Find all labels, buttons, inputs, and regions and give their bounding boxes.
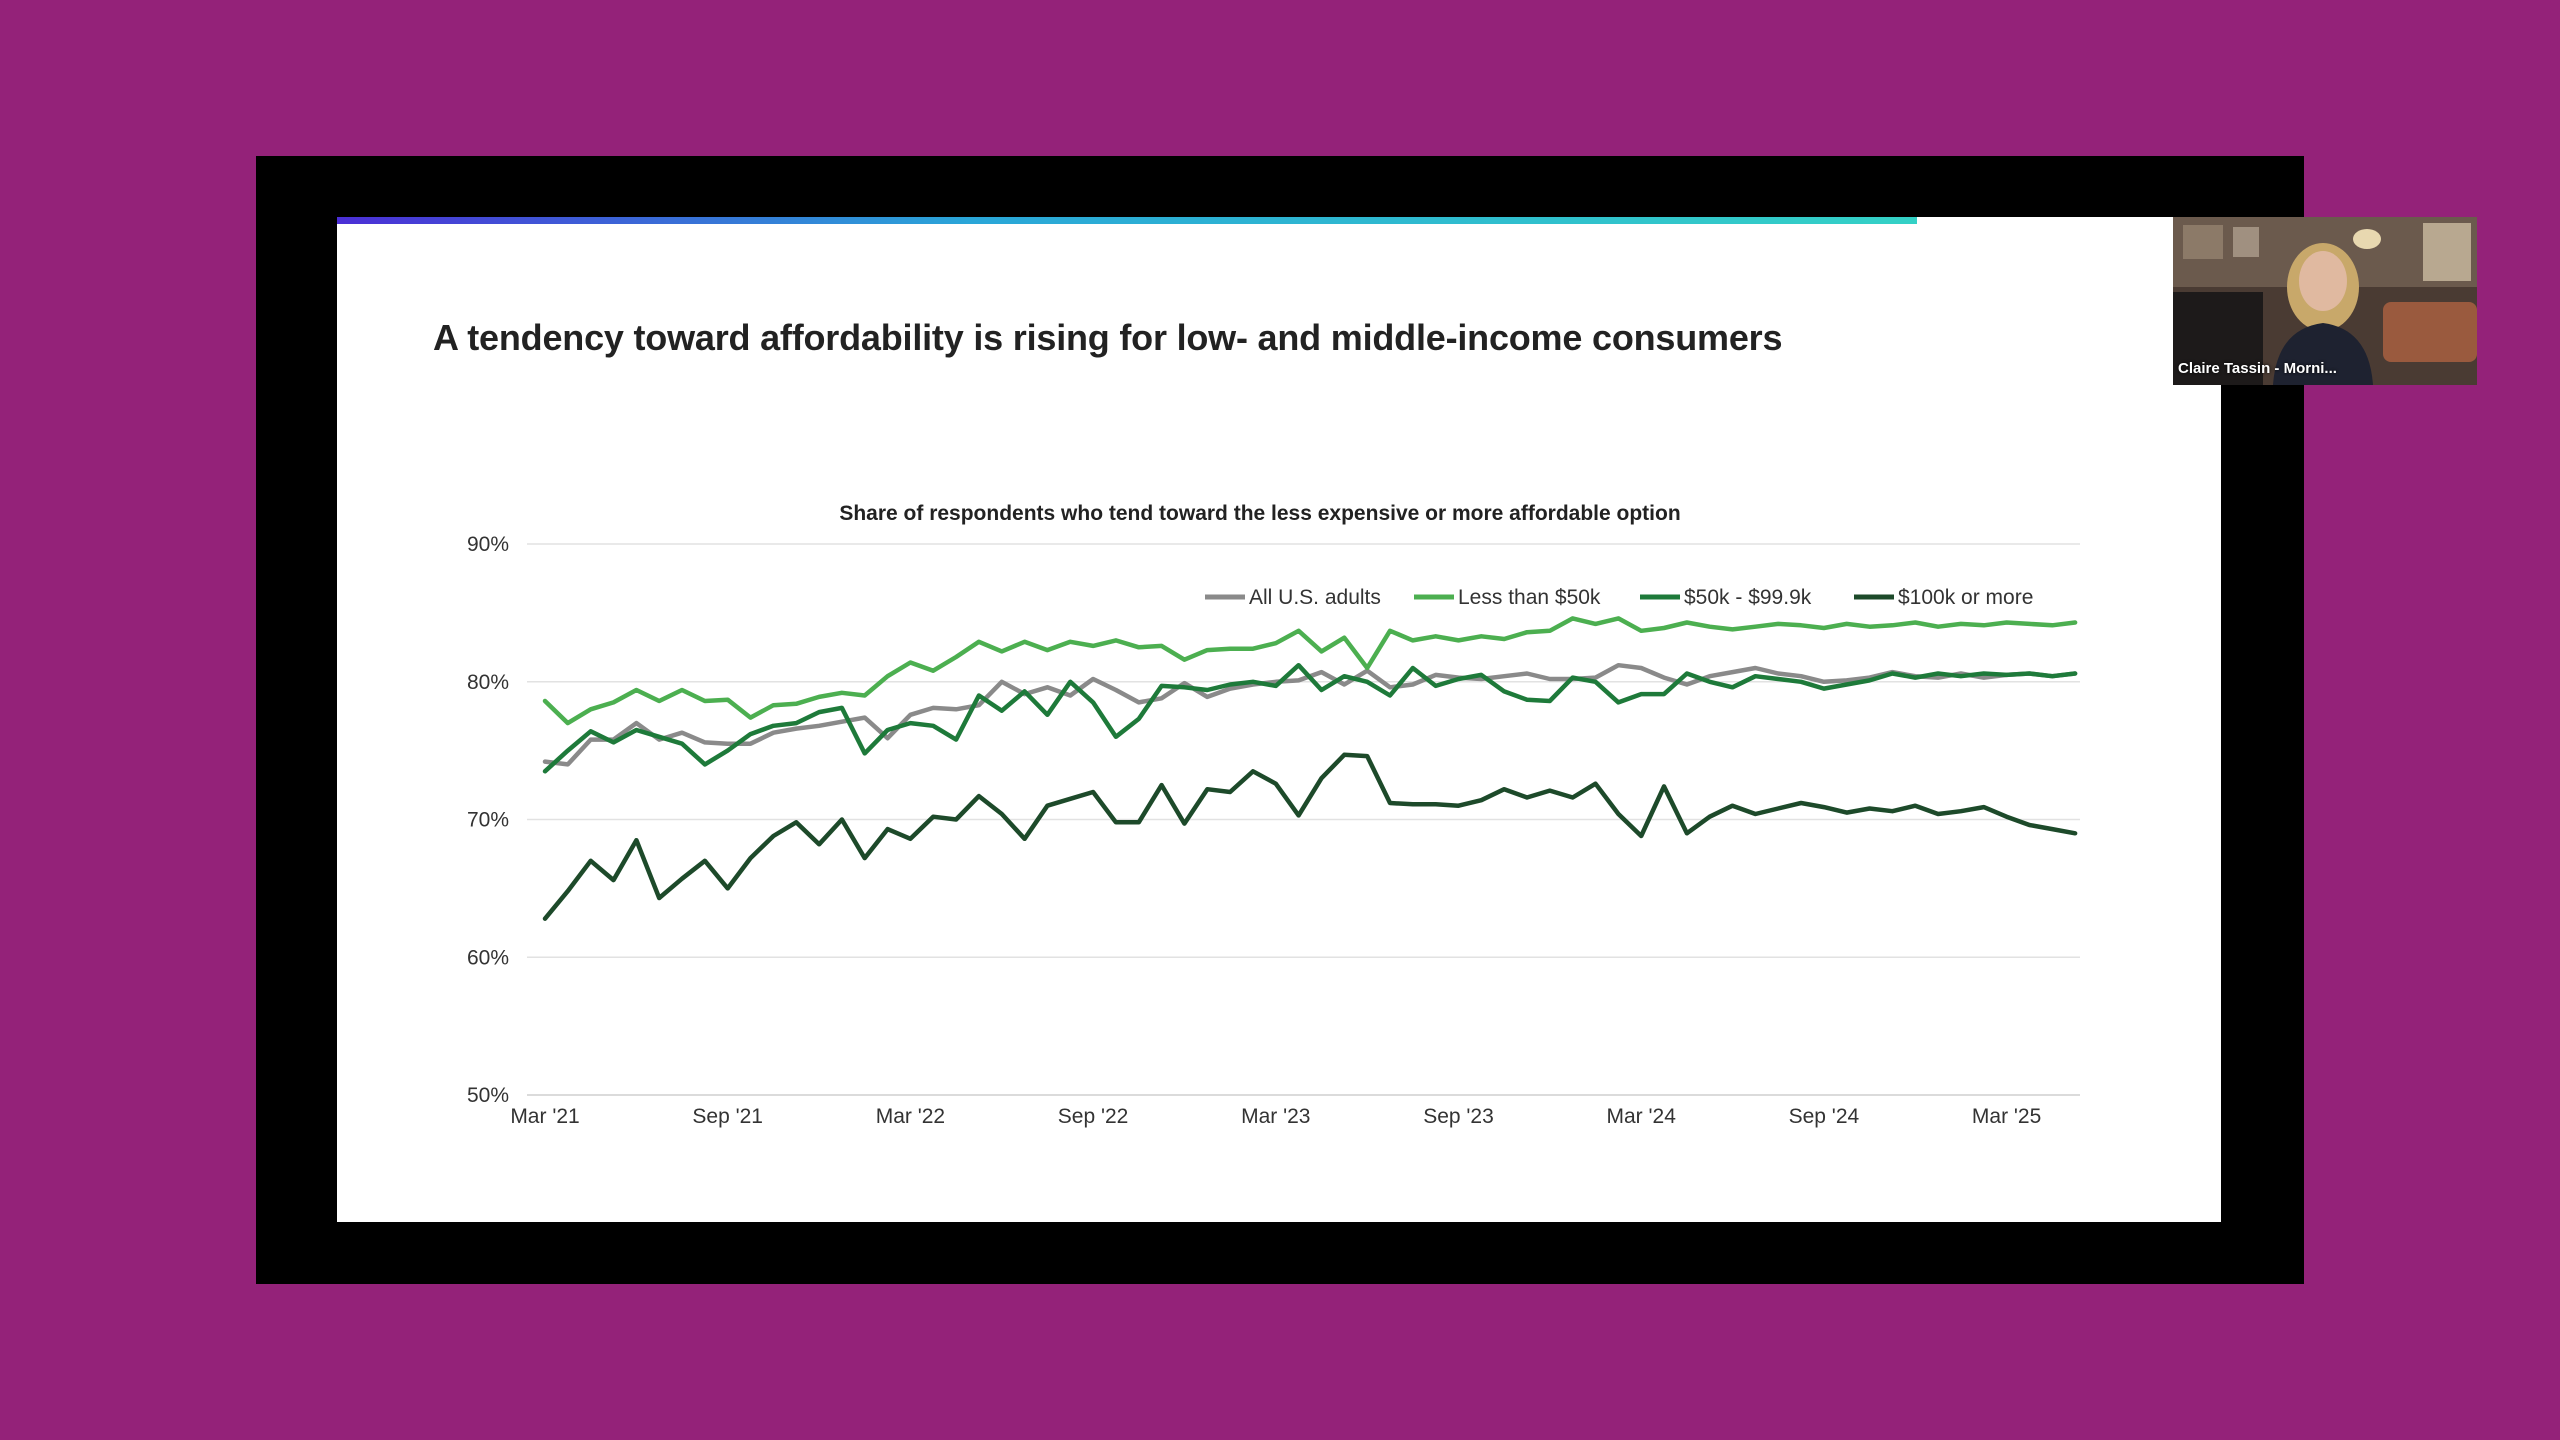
legend-label: $100k or more bbox=[1898, 586, 2033, 609]
y-tick-label: 90% bbox=[467, 533, 509, 556]
slide-accent-bar bbox=[337, 217, 1917, 224]
x-tick-label: Mar '24 bbox=[1607, 1105, 1677, 1128]
x-tick-label: Mar '22 bbox=[876, 1105, 945, 1128]
axis-labels: 90% 80% 70% 60% 50%Mar '21 Sep '21 Mar '22 Sep … bbox=[467, 533, 2041, 1128]
series-lines bbox=[542, 616, 2078, 921]
y-tick-label: 50% bbox=[467, 1084, 509, 1107]
legend-label: All U.S. adults bbox=[1249, 586, 1381, 609]
video-participant-tile[interactable]: Claire Tassin - Morni... bbox=[2173, 217, 2477, 385]
slide-title: A tendency toward affordability is risin… bbox=[433, 317, 1783, 358]
x-tick-label: Sep '23 bbox=[1423, 1105, 1494, 1128]
y-tick-label: 60% bbox=[467, 946, 509, 969]
participant-video-image bbox=[2173, 217, 2477, 385]
presentation-frame: A tendency toward affordability is risin… bbox=[256, 156, 2477, 1284]
legend-label: $50k - $99.9k bbox=[1684, 586, 1812, 609]
chart-title: Share of respondents who tend toward the… bbox=[839, 502, 1680, 525]
legend: All U.S. adults Less than $50k $50k - $99.… bbox=[1205, 586, 2033, 609]
series-line-2 bbox=[542, 662, 2078, 774]
y-tick-label: 70% bbox=[467, 809, 509, 832]
x-tick-label: Mar '21 bbox=[510, 1105, 579, 1128]
y-tick-label: 80% bbox=[467, 671, 509, 694]
legend-label: Less than $50k bbox=[1458, 586, 1601, 609]
series-line-3 bbox=[542, 752, 2078, 921]
participant-name-label: Claire Tassin - Morni... bbox=[2178, 360, 2337, 377]
x-tick-label: Mar '23 bbox=[1241, 1105, 1310, 1128]
slide: A tendency toward affordability is risin… bbox=[337, 217, 2221, 1222]
x-tick-label: Mar '25 bbox=[1972, 1105, 2041, 1128]
x-tick-label: Sep '21 bbox=[692, 1105, 763, 1128]
line-chart: Share of respondents who tend toward the… bbox=[467, 502, 2080, 1128]
x-tick-label: Sep '22 bbox=[1058, 1105, 1129, 1128]
x-tick-label: Sep '24 bbox=[1789, 1105, 1860, 1128]
grid-lines bbox=[527, 543, 2080, 1096]
series-line-1 bbox=[542, 616, 2078, 726]
